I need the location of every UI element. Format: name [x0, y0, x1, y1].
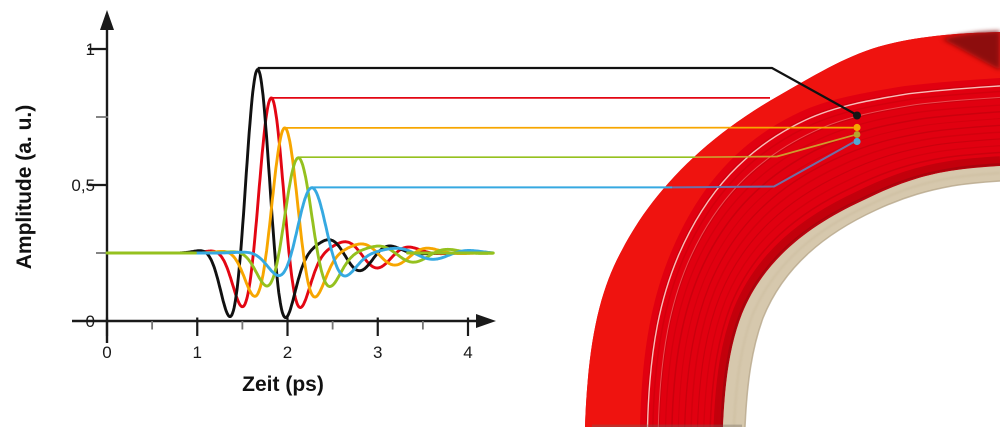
- x-tick-label: 4: [463, 343, 472, 362]
- tape-highlight-arc: [646, 85, 1000, 427]
- tape-core-texture: [733, 172, 1000, 427]
- peak-to-layer-connectors: [257, 66, 861, 189]
- x-axis-arrow-icon: [476, 314, 496, 328]
- y-tick-label: 1: [86, 40, 95, 59]
- x-tick-label: 1: [193, 343, 202, 362]
- pulse-curves: [105, 67, 495, 320]
- tape-layer-grooves: [645, 84, 1000, 427]
- tape-groove-ring: [658, 97, 1000, 427]
- tape-core-inner-edge: [744, 180, 1000, 427]
- tape-groove-ring: [690, 131, 1000, 427]
- tape-roll-photo: [585, 31, 1000, 427]
- x-tick-label: 0: [102, 343, 111, 362]
- y-tick-label: 0,5: [71, 176, 95, 195]
- pulse-black: [105, 67, 494, 320]
- connector-green: [694, 134, 855, 159]
- tape-groove-ring: [645, 84, 1000, 427]
- connector-black-dot: [853, 111, 861, 120]
- tape-ground-shadow: [592, 424, 742, 427]
- tape-groove-ring: [652, 90, 1000, 427]
- y-tick-label: 0: [86, 312, 95, 331]
- tape-roll-body: [585, 32, 1000, 427]
- tape-groove-ring: [677, 118, 1000, 427]
- connector-black: [257, 66, 857, 116]
- tape-groove-ring: [716, 158, 1000, 427]
- tape-groove-ring: [696, 138, 1000, 427]
- connector-blue: [671, 141, 854, 189]
- connector-orange-dot: [853, 123, 861, 132]
- tape-outer-band: [585, 32, 1000, 427]
- connector-green-dot: [853, 131, 861, 138]
- tape-highlight-arc: [657, 96, 1000, 427]
- tape-inner-shading: [720, 163, 1000, 427]
- x-tick-label: 3: [373, 343, 382, 362]
- tape-inner-shading: [713, 156, 1000, 427]
- connector-blue-dot: [853, 137, 861, 146]
- y-axis-arrow-icon: [100, 10, 114, 30]
- x-axis-title: Zeit (ps): [242, 373, 324, 396]
- tape-top-shadow: [942, 31, 1000, 70]
- axis-tick-labels: 0 1 2 3 4 0 0,5 1: [71, 40, 472, 362]
- tape-groove-ring: [684, 124, 1000, 427]
- tape-groove-ring: [671, 111, 1000, 427]
- y-axis-title: Amplitude (a. u.): [13, 105, 36, 270]
- x-tick-label: 2: [283, 343, 292, 362]
- tape-groove-ring: [709, 151, 1000, 427]
- tape-groove-ring: [703, 145, 1000, 427]
- pulse-chart: 0 1 2 3 4 0 0,5 1 Zeit (ps) Amplitude (a. u.): [13, 10, 496, 396]
